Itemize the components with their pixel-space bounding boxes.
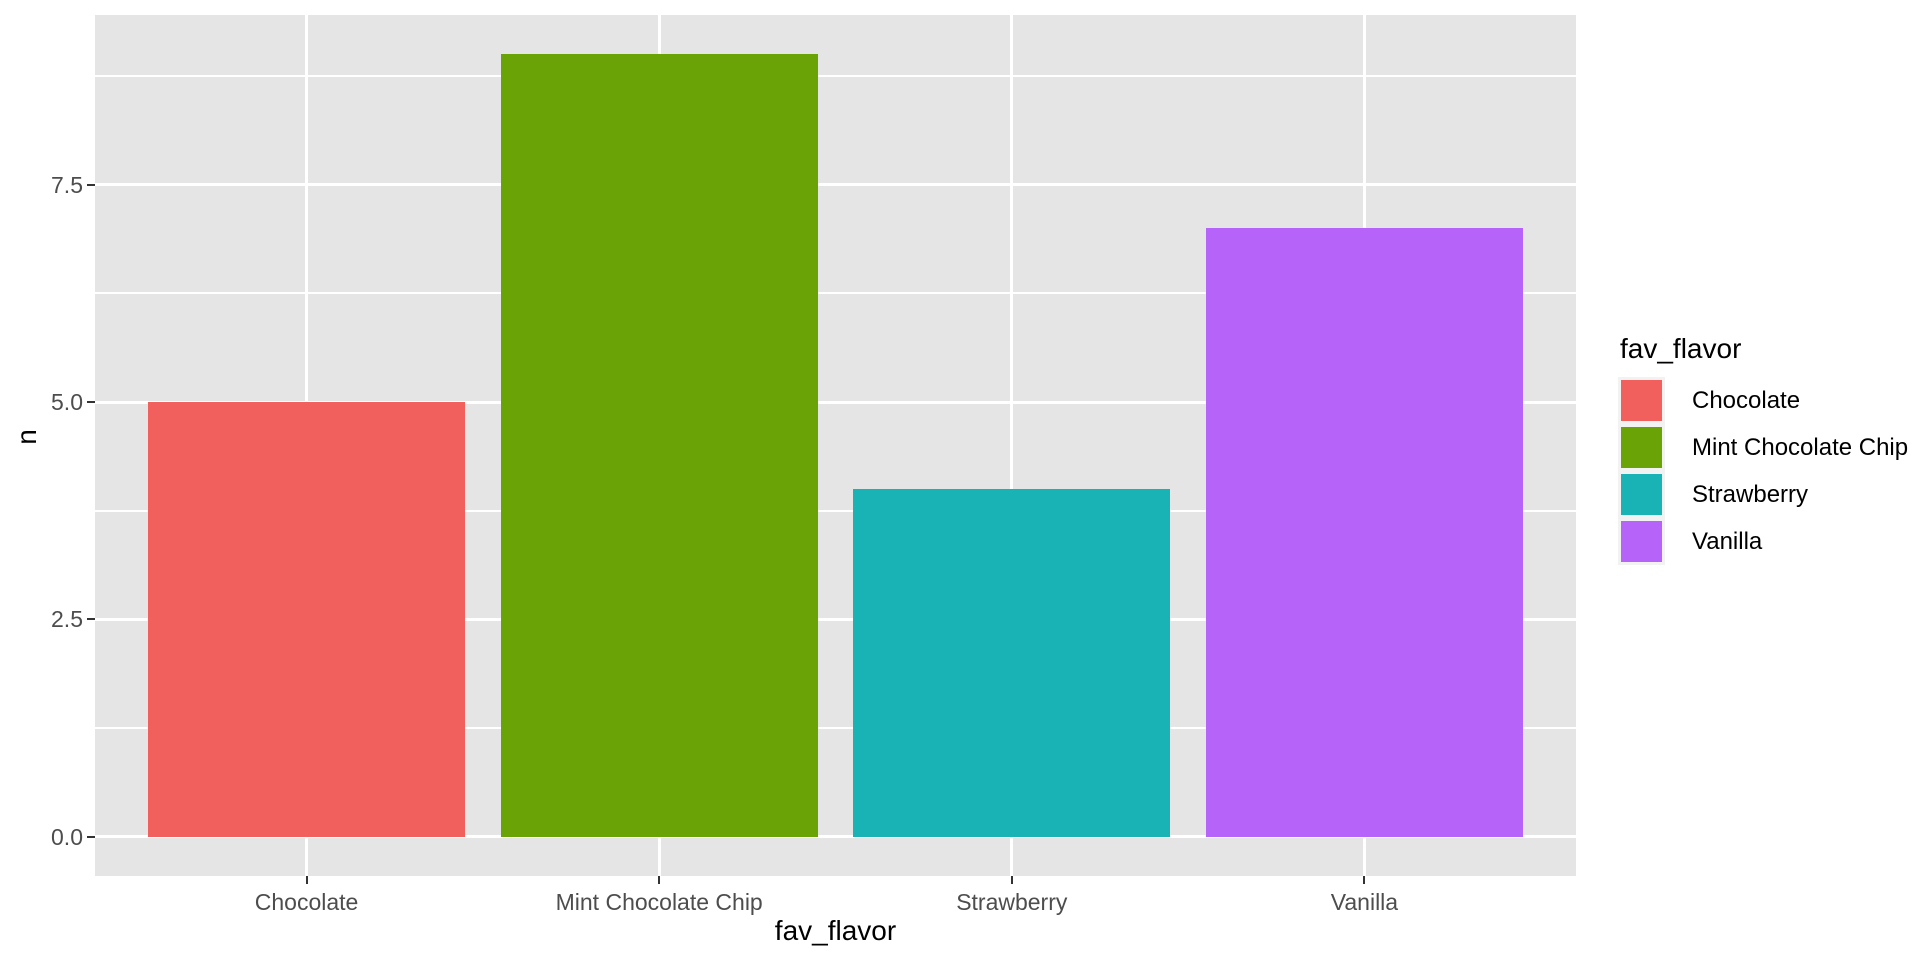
y-tick-mark — [87, 183, 95, 186]
legend-key — [1618, 424, 1665, 471]
legend-swatch — [1621, 380, 1662, 421]
x-tick-label: Chocolate — [254, 889, 359, 915]
legend-entry-label: Strawberry — [1692, 480, 1809, 508]
gridline-minor — [95, 727, 1576, 730]
y-tick-mark — [87, 401, 95, 403]
y-axis-title: n — [11, 429, 42, 445]
legend-entry-label: Vanilla — [1692, 527, 1763, 555]
x-tick-mark — [305, 876, 308, 884]
plot-panel — [95, 15, 1576, 876]
legend-title: fav_flavor — [1620, 333, 1742, 364]
y-tick-mark — [87, 618, 95, 621]
gridline-minor — [95, 74, 1576, 77]
gridline-major — [95, 400, 1576, 404]
legend-swatch — [1621, 427, 1662, 468]
bar-strawberry — [853, 488, 1171, 837]
legend-item: Mint Chocolate Chip — [1618, 424, 1918, 471]
legend-key — [1618, 471, 1665, 518]
x-tick-mark — [1363, 876, 1366, 884]
x-tick-label: Mint Chocolate Chip — [555, 889, 763, 915]
x-tick-label: Strawberry — [956, 889, 1068, 915]
gridline-major-vertical — [1010, 15, 1014, 876]
legend-entry-label: Chocolate — [1692, 386, 1801, 414]
y-tick-label: 7.5 — [51, 171, 83, 198]
legend-item: Strawberry — [1618, 471, 1918, 518]
y-tick-label: 5.0 — [51, 389, 83, 415]
bar-vanilla — [1205, 228, 1524, 837]
gridline-minor — [95, 292, 1576, 295]
gridline-major — [95, 835, 1576, 839]
gridline-minor — [95, 509, 1576, 512]
legend-key — [1618, 518, 1665, 565]
x-axis-title: fav_flavor — [774, 915, 897, 946]
y-tick-label: 0.0 — [51, 823, 83, 850]
gridline-major — [95, 183, 1576, 187]
bar-chocolate — [147, 402, 466, 837]
legend-swatch — [1621, 521, 1662, 562]
x-tick-mark — [1010, 876, 1013, 884]
legend-entry-label: Mint Chocolate Chip — [1692, 433, 1909, 461]
y-tick-label: 2.5 — [51, 606, 83, 633]
x-tick-mark — [658, 876, 661, 884]
gridline-major — [95, 617, 1576, 621]
legend: fav_flavor Chocolate Mint Chocolate Chip S… — [1618, 333, 1918, 565]
bar-mint-chocolate-chip — [500, 54, 818, 837]
y-tick-mark — [87, 835, 95, 838]
legend-key — [1618, 377, 1665, 424]
legend-swatch — [1621, 474, 1662, 515]
x-tick-label: Vanilla — [1330, 889, 1399, 915]
legend-items: Chocolate Mint Chocolate Chip Strawberry Va… — [1618, 377, 1918, 565]
legend-item: Chocolate — [1618, 377, 1918, 424]
legend-item: Vanilla — [1618, 518, 1918, 565]
